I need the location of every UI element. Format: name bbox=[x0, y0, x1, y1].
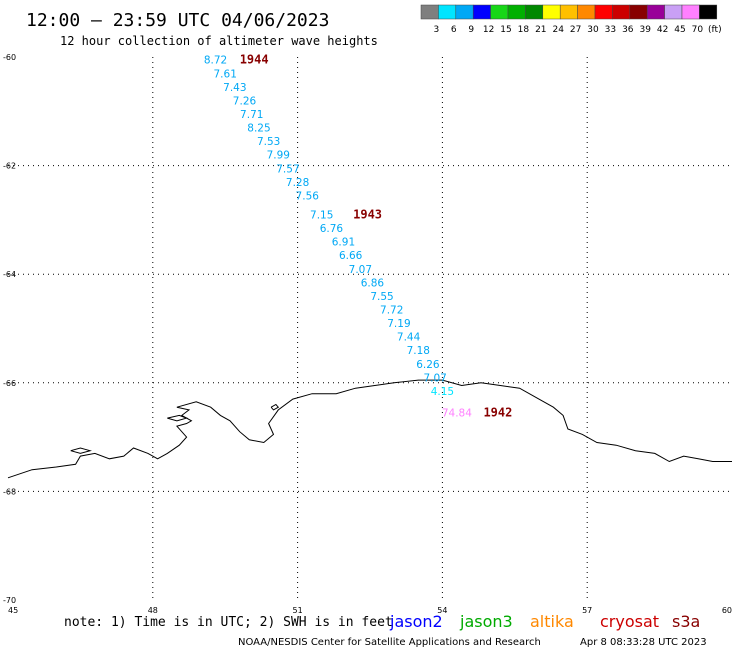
satellite-legend: jason2 jason3 altika cryosat s3a bbox=[389, 612, 700, 631]
satellite-legend-label: cryosat bbox=[600, 612, 659, 631]
colorbar-swatch bbox=[455, 4, 474, 20]
wave-height-point: 7.26 bbox=[233, 95, 257, 107]
colorbar-swatch bbox=[438, 4, 457, 20]
colorbar-swatch bbox=[629, 4, 648, 20]
colorbar-tick-label: 39 bbox=[639, 25, 651, 35]
wave-height-point: 74.84 bbox=[442, 408, 472, 420]
pass-annotations: 1944 1943 1942 bbox=[240, 53, 513, 420]
wave-height-point: 8.25 bbox=[247, 123, 270, 135]
colorbar-swatch bbox=[681, 4, 700, 20]
colorbar-tick-label: 12 bbox=[483, 25, 494, 35]
x-tick-label: 60 bbox=[722, 606, 732, 615]
footer-timestamp: Apr 8 08:33:28 UTC 2023 bbox=[580, 637, 707, 648]
wave-height-point: 7.07 bbox=[349, 264, 372, 276]
wave-height-point: 7.72 bbox=[380, 304, 403, 316]
wave-height-point: 7.44 bbox=[397, 332, 421, 344]
wave-height-point: 7.53 bbox=[257, 136, 280, 148]
x-tick-label: 45 bbox=[8, 606, 18, 615]
coastline-path bbox=[7, 379, 732, 479]
colorbar-tick-label: 24 bbox=[552, 25, 564, 35]
colorbar-tick-label: 70 bbox=[692, 25, 704, 35]
colorbar-swatch bbox=[594, 4, 613, 20]
x-tick-label: 48 bbox=[148, 606, 158, 615]
colorbar-tick-label: 45 bbox=[674, 25, 685, 35]
colorbar-swatch bbox=[646, 4, 665, 20]
colorbar-swatch bbox=[559, 4, 578, 20]
wave-height-point: 7.56 bbox=[296, 190, 320, 202]
satellite-legend-label: jason2 bbox=[389, 612, 443, 631]
y-tick-label: -64 bbox=[3, 270, 16, 279]
colorbar-swatch bbox=[525, 4, 544, 20]
wave-height-point: 6.76 bbox=[320, 223, 344, 235]
chart-subtitle: 12 hour collection of altimeter wave hei… bbox=[60, 34, 378, 48]
colorbar-swatch bbox=[420, 4, 439, 20]
wave-height-point: 7.19 bbox=[387, 318, 410, 330]
wave-height-point: 7.15 bbox=[310, 209, 333, 221]
wave-height-point: 8.72 bbox=[204, 55, 227, 67]
colorbar-tick-label: 33 bbox=[605, 25, 616, 35]
colorbar-tick-label: 18 bbox=[518, 25, 530, 35]
x-tick-label: 57 bbox=[582, 606, 592, 615]
pass-time-annotation: 1944 bbox=[240, 53, 269, 67]
wave-height-point: 7.28 bbox=[286, 177, 309, 189]
colorbar-tick-label: 21 bbox=[535, 25, 546, 35]
colorbar-swatch bbox=[472, 4, 491, 20]
island-path bbox=[70, 447, 92, 454]
colorbar-swatch bbox=[699, 4, 718, 20]
wave-height-point: 7.43 bbox=[223, 82, 246, 94]
colorbar-tick-label: 15 bbox=[500, 25, 511, 35]
colorbar-legend: 3 6 9 12 15 18 21 24 27 30 33 36 39 42 45 70 (ft) bbox=[420, 4, 722, 35]
colorbar-tick-label: 27 bbox=[570, 25, 581, 35]
wave-height-point: 6.26 bbox=[416, 359, 440, 371]
coastline bbox=[7, 379, 732, 479]
y-tick-label: -66 bbox=[3, 379, 16, 388]
colorbar-tick-label: 6 bbox=[451, 25, 457, 35]
colorbar-swatch bbox=[507, 4, 526, 20]
wave-height-point: 7.07 bbox=[423, 372, 446, 384]
pass-time-annotation: 1943 bbox=[353, 207, 382, 221]
colorbar-swatch bbox=[577, 4, 596, 20]
satellite-legend-label: jason3 bbox=[459, 612, 513, 631]
wave-height-point: 7.71 bbox=[240, 109, 263, 121]
y-tick-label: -60 bbox=[3, 53, 16, 62]
colorbar-tick-label: (ft) bbox=[708, 25, 722, 35]
wave-height-point: 7.61 bbox=[214, 68, 237, 80]
y-tick-label: -68 bbox=[3, 487, 16, 496]
y-tick-labels: -60 -62 -64 -66 -68 -70 bbox=[3, 53, 16, 605]
y-tick-label: -70 bbox=[3, 596, 16, 605]
colorbar-swatch bbox=[542, 4, 561, 20]
footer-credit: NOAA/NESDIS Center for Satellite Applica… bbox=[238, 637, 541, 648]
x-tick-labels: 45 48 51 54 57 60 bbox=[8, 606, 732, 615]
wave-height-point: 4.15 bbox=[431, 386, 454, 398]
y-tick-label: -62 bbox=[3, 162, 16, 171]
satellite-legend-label: s3a bbox=[672, 612, 700, 631]
colorbar-tick-label: 3 bbox=[434, 25, 440, 35]
wave-height-point: 7.99 bbox=[267, 150, 290, 162]
wave-height-point: 7.57 bbox=[276, 163, 299, 175]
colorbar-tick-label: 36 bbox=[622, 25, 634, 35]
satellite-legend-label: altika bbox=[530, 612, 574, 631]
colorbar-swatch bbox=[664, 4, 683, 20]
chart-title: 12:00 — 23:59 UTC 04/06/2023 bbox=[26, 10, 329, 31]
wave-height-point: 7.18 bbox=[407, 345, 430, 357]
grid-lines bbox=[8, 57, 732, 600]
pass-time-annotation: 1942 bbox=[483, 406, 512, 420]
wave-height-points: 8.727.61 7.437.26 7.71 8.257.53 7.997.57 7.28… bbox=[204, 55, 472, 420]
colorbar-tick-label: 9 bbox=[468, 25, 474, 35]
footer-note: note: 1) Time is in UTC; 2) SWH is in fe… bbox=[64, 615, 393, 630]
colorbar-tick-label: 30 bbox=[587, 25, 599, 35]
x-tick-label: 54 bbox=[437, 606, 447, 615]
colorbar-swatch bbox=[490, 4, 509, 20]
island-path bbox=[270, 403, 280, 411]
wave-height-point: 6.66 bbox=[339, 250, 363, 262]
island-path bbox=[167, 414, 189, 422]
wave-height-point: 7.55 bbox=[370, 291, 393, 303]
x-tick-label: 51 bbox=[293, 606, 303, 615]
wave-height-point: 6.86 bbox=[361, 277, 385, 289]
colorbar-swatch bbox=[612, 4, 631, 20]
wave-height-point: 6.91 bbox=[332, 237, 355, 249]
colorbar-tick-label: 42 bbox=[657, 25, 668, 35]
